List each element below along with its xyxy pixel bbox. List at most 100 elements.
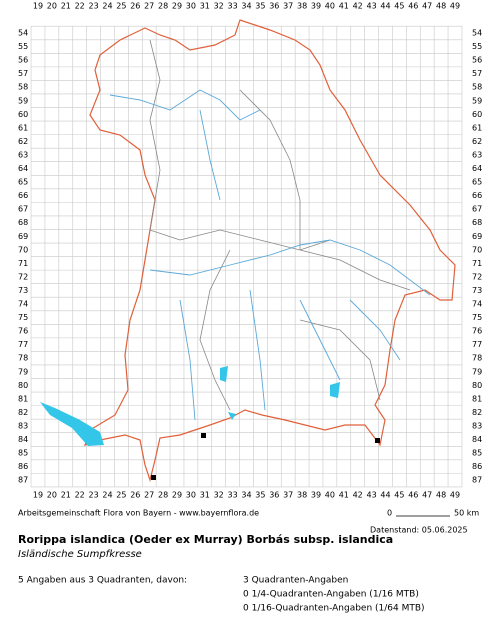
row-label: 78 — [472, 354, 482, 363]
column-label: 39 — [311, 2, 321, 11]
column-label: 24 — [102, 491, 112, 500]
row-label: 80 — [472, 381, 482, 390]
district-borders — [149, 39, 411, 411]
species-name: Rorippa islandica (Oeder ex Murray) Borb… — [18, 533, 393, 546]
column-label: 19 — [33, 491, 43, 500]
column-label: 26 — [130, 491, 140, 500]
column-label: 32 — [214, 2, 224, 11]
column-label: 29 — [172, 491, 182, 500]
column-label: 42 — [353, 2, 363, 11]
row-label: 62 — [472, 137, 482, 146]
row-label: 66 — [18, 191, 28, 200]
column-label: 25 — [116, 2, 126, 11]
record — [375, 438, 380, 443]
column-label: 49 — [450, 2, 460, 11]
row-label: 77 — [472, 340, 482, 349]
row-label: 57 — [472, 69, 482, 78]
credit: Arbeitsgemeinschaft Flora von Bayern - w… — [18, 509, 259, 518]
column-label: 41 — [339, 2, 349, 11]
row-label: 72 — [472, 272, 482, 281]
row-label: 78 — [18, 354, 28, 363]
column-label: 38 — [297, 2, 307, 11]
row-label: 65 — [18, 178, 28, 187]
row-label: 70 — [472, 245, 482, 254]
column-label: 33 — [228, 491, 238, 500]
common-name: Isländische Sumpfkresse — [18, 549, 142, 560]
row-label: 86 — [18, 462, 28, 471]
column-label: 42 — [353, 491, 363, 500]
column-label: 29 — [172, 2, 182, 11]
column-label: 49 — [450, 491, 460, 500]
row-label: 68 — [18, 218, 28, 227]
row-label: 57 — [18, 69, 28, 78]
row-label: 85 — [472, 449, 482, 458]
record — [201, 433, 206, 438]
column-label: 33 — [228, 2, 238, 11]
column-label: 46 — [408, 2, 418, 11]
stats-line: 0 1/16-Quadranten-Angaben (1/64 MTB) — [243, 604, 425, 614]
row-label: 72 — [18, 272, 28, 281]
column-label: 20 — [47, 491, 57, 500]
scale-end: 50 km — [454, 509, 479, 518]
row-label: 67 — [18, 205, 28, 214]
row-label: 81 — [18, 394, 28, 403]
row-label: 71 — [18, 259, 28, 268]
row-label: 84 — [472, 435, 482, 444]
row-label: 83 — [18, 421, 28, 430]
column-label: 25 — [116, 491, 126, 500]
column-label: 44 — [380, 2, 390, 11]
row-label: 75 — [18, 313, 28, 322]
scale-start: 0 — [387, 509, 392, 518]
row-label: 61 — [18, 123, 28, 132]
row-label: 64 — [472, 164, 482, 173]
column-label: 37 — [283, 491, 293, 500]
column-label: 47 — [422, 2, 432, 11]
row-label: 77 — [18, 340, 28, 349]
row-label: 73 — [18, 286, 28, 295]
row-label: 73 — [472, 286, 482, 295]
column-label: 48 — [436, 2, 446, 11]
row-label: 81 — [472, 394, 482, 403]
column-label: 20 — [47, 2, 57, 11]
column-label: 32 — [214, 491, 224, 500]
row-label: 69 — [18, 232, 28, 241]
rivers — [109, 89, 431, 421]
row-label: 59 — [18, 96, 28, 105]
row-label: 65 — [472, 178, 482, 187]
row-label: 71 — [472, 259, 482, 268]
column-label: 45 — [394, 491, 404, 500]
stats-line: 3 Quadranten-Angaben — [243, 576, 348, 586]
column-label: 48 — [436, 491, 446, 500]
row-label: 79 — [18, 367, 28, 376]
row-label: 85 — [18, 449, 28, 458]
row-label: 75 — [472, 313, 482, 322]
column-label: 28 — [158, 2, 168, 11]
row-label: 82 — [472, 408, 482, 417]
column-label: 46 — [408, 491, 418, 500]
row-label: 55 — [18, 42, 28, 51]
column-label: 38 — [297, 491, 307, 500]
column-label: 26 — [130, 2, 140, 11]
column-label: 35 — [255, 491, 265, 500]
column-label: 21 — [61, 491, 71, 500]
row-label: 68 — [472, 218, 482, 227]
row-label: 56 — [18, 56, 28, 65]
row-label: 64 — [18, 164, 28, 173]
stats-line: 0 1/4-Quadranten-Angaben (1/16 MTB) — [243, 590, 419, 600]
border — [84, 19, 456, 483]
row-label: 87 — [18, 476, 28, 485]
data-date: Datenstand: 05.06.2025 — [370, 526, 468, 535]
map-features — [40, 19, 456, 483]
row-label: 84 — [18, 435, 28, 444]
column-label: 27 — [144, 2, 154, 11]
column-label: 43 — [367, 491, 377, 500]
column-label: 31 — [200, 2, 210, 11]
column-label: 24 — [102, 2, 112, 11]
column-label: 23 — [89, 491, 99, 500]
row-label: 86 — [472, 462, 482, 471]
row-label: 83 — [472, 421, 482, 430]
stats-summary: 5 Angaben aus 3 Quadranten, davon: — [18, 576, 187, 586]
row-label: 60 — [472, 110, 482, 119]
column-label: 28 — [158, 491, 168, 500]
